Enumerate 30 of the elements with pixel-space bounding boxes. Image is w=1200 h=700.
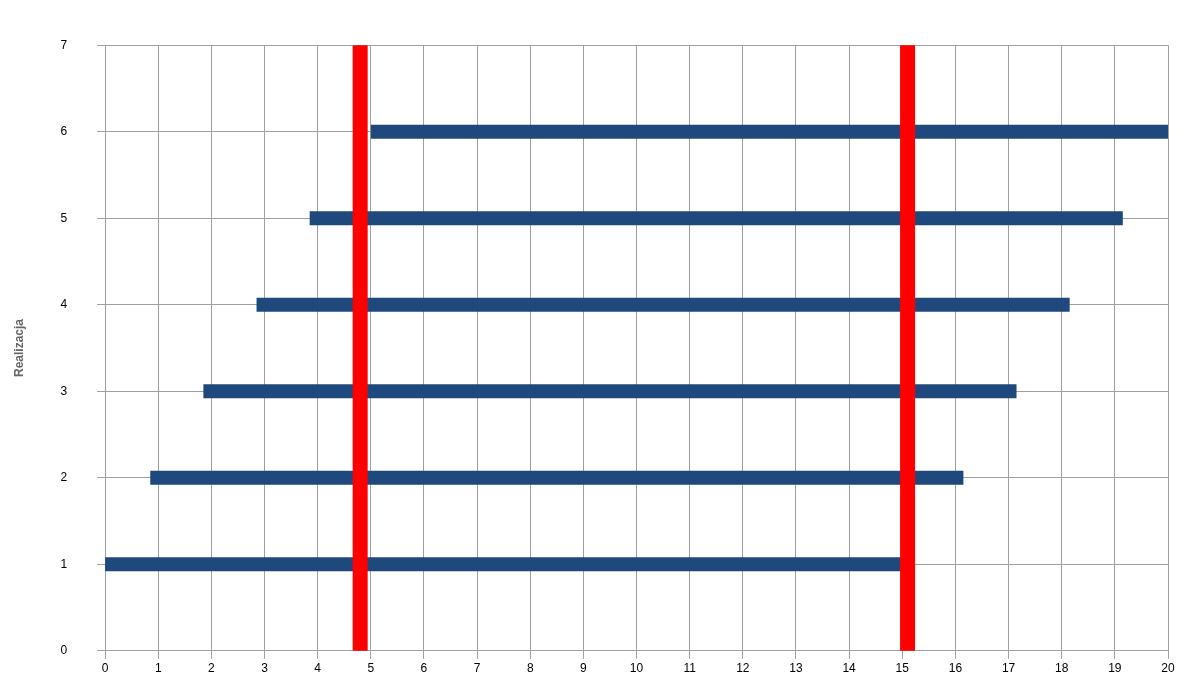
x-tick-label: 20: [1161, 661, 1175, 676]
y-tick-label: 2: [60, 470, 68, 485]
x-tick-label: 11: [683, 661, 697, 676]
x-tick-label: 3: [261, 661, 269, 676]
x-tick-label: 19: [1108, 661, 1122, 676]
y-tick-label: 3: [60, 383, 68, 398]
x-tick-label: 1: [154, 661, 162, 676]
x-tick-label: 18: [1055, 661, 1069, 676]
x-tick-label: 10: [629, 661, 644, 676]
x-tick-label: 4: [314, 661, 322, 676]
x-tick-label: 6: [420, 661, 428, 676]
y-tick-label: 1: [60, 556, 68, 571]
x-tick-label: 7: [473, 661, 481, 676]
x-tick-label: 0: [101, 661, 109, 676]
y-tick-label: 6: [60, 124, 68, 139]
x-tick-label: 14: [842, 661, 857, 676]
x-tick-label: 9: [580, 661, 588, 676]
y-tick-label: 5: [60, 210, 68, 225]
y-tick-label: 4: [60, 297, 68, 312]
y-tick-label: 7: [60, 37, 68, 52]
y-axis-title: Realizacja: [11, 318, 26, 378]
x-tick-label: 15: [895, 661, 910, 676]
y-tick-label: 0: [60, 643, 68, 658]
x-tick-label: 2: [208, 661, 216, 676]
x-tick-label: 8: [526, 661, 534, 676]
x-tick-label: 5: [367, 661, 375, 676]
x-tick-label: 16: [948, 661, 963, 676]
x-tick-label: 17: [1001, 661, 1016, 676]
x-tick-label: 13: [789, 661, 803, 676]
x-tick-label: 12: [736, 661, 750, 676]
